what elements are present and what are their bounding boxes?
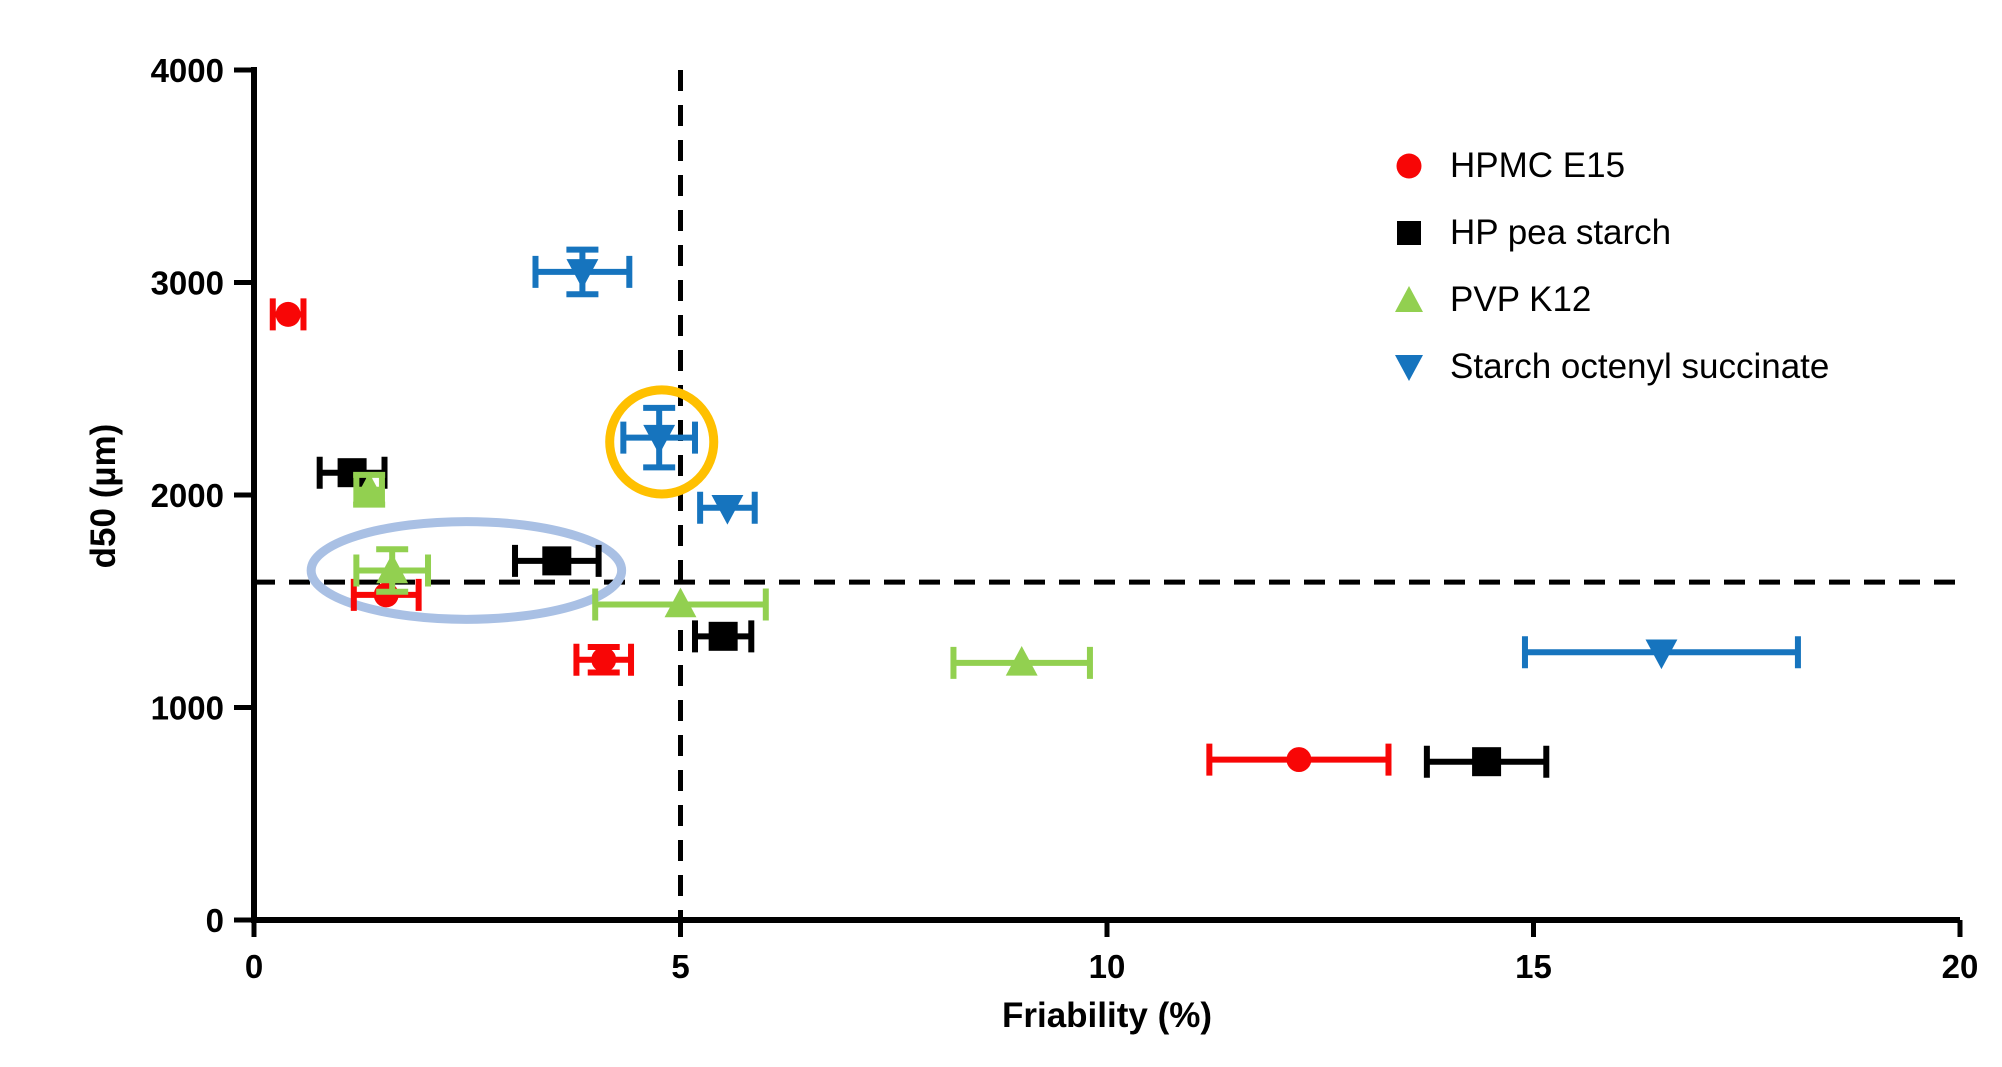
circle-legend-marker-icon (1396, 153, 1422, 178)
triangle-down-legend-marker-icon (1395, 354, 1423, 381)
legend: HPMC E15 HP pea starch PVP K12 Starch octen… (1392, 132, 1829, 400)
x-tick-label: 5 (671, 948, 689, 985)
data-point-marker (708, 621, 738, 651)
highlight-circle-annotation (605, 385, 719, 499)
legend-marker-shape (1397, 220, 1421, 245)
legend-marker-shape (1395, 354, 1423, 381)
triangle-up-legend-marker-icon (1395, 285, 1423, 312)
legend-marker-shape (1395, 285, 1423, 312)
y-tick-label: 1000 (151, 690, 224, 727)
x-tick-label: 15 (1515, 948, 1552, 985)
legend-label: Starch octenyl succinate (1450, 346, 1830, 386)
y-tick-label: 2000 (151, 477, 224, 514)
x-tick-label: 20 (1942, 948, 1979, 985)
square-legend-marker-icon (1397, 220, 1421, 245)
legend-label: PVP K12 (1450, 279, 1592, 319)
data-point-marker (376, 553, 409, 584)
data-point-marker (566, 259, 599, 289)
x-axis-title: Friability (%) (1001, 996, 1213, 1035)
data-point-marker (643, 424, 676, 455)
legend-label: HPMC E15 (1450, 145, 1626, 185)
legend-marker-shape (1396, 153, 1422, 178)
data-point-marker (1005, 646, 1038, 676)
data-point-marker (711, 494, 744, 525)
data-point-marker (542, 546, 572, 576)
x-tick-label: 0 (245, 948, 263, 985)
x-tick-label: 10 (1089, 948, 1126, 985)
y-tick-label: 0 (206, 902, 224, 939)
legend-label: HP pea starch (1450, 212, 1672, 252)
y-tick-label: 4000 (151, 52, 224, 89)
legend-item: HPMC E15 (1392, 132, 1829, 199)
legend-item: Starch octenyl succinate (1392, 333, 1829, 400)
legend-item: PVP K12 (1392, 266, 1829, 333)
data-point-marker (1472, 747, 1502, 777)
data-point-marker (1645, 639, 1678, 670)
data-point-marker (664, 587, 697, 618)
cluster-ellipse-annotation (306, 517, 627, 624)
y-tick-label: 3000 (151, 265, 224, 302)
y-axis-title: d50 (µm) (84, 423, 123, 569)
data-point-marker (275, 301, 301, 327)
data-point-marker (591, 647, 617, 673)
data-point-marker (1286, 747, 1312, 773)
legend-item: HP pea starch (1392, 199, 1829, 266)
data-point-marker (353, 472, 386, 503)
